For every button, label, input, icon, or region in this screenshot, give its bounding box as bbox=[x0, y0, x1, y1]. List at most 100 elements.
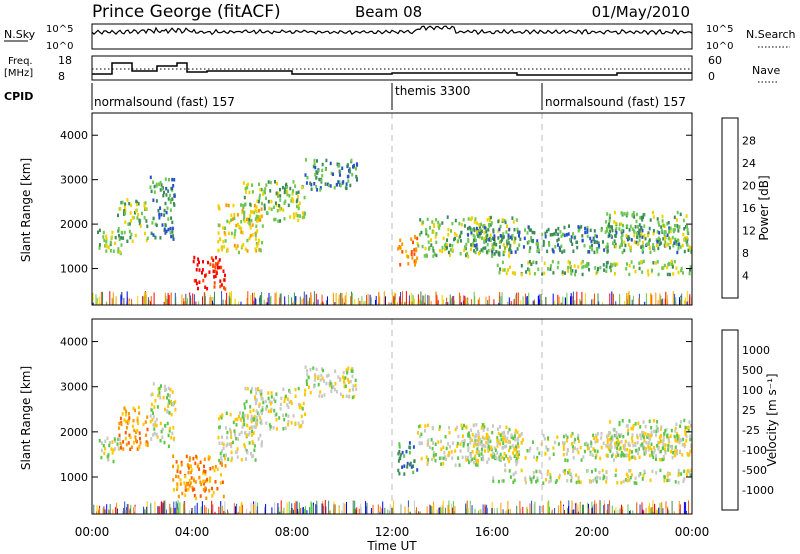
data-cell bbox=[577, 450, 580, 455]
data-cell bbox=[510, 433, 513, 437]
data-cell bbox=[514, 448, 517, 452]
data-cell bbox=[109, 240, 112, 245]
nave-label: Nave bbox=[752, 64, 780, 77]
data-cell bbox=[553, 232, 556, 236]
data-cell bbox=[683, 442, 686, 447]
ground-scatter-cell bbox=[528, 292, 530, 305]
data-cell bbox=[652, 231, 655, 236]
data-cell bbox=[502, 268, 505, 272]
ground-scatter-cell bbox=[321, 503, 323, 514]
data-cell bbox=[470, 247, 472, 251]
ground-scatter-cell bbox=[419, 299, 421, 305]
data-cell bbox=[593, 250, 596, 255]
data-cell bbox=[124, 430, 127, 435]
data-cell bbox=[645, 441, 648, 445]
ground-scatter-cell bbox=[409, 511, 411, 514]
data-cell bbox=[487, 457, 490, 461]
ground-scatter-cell bbox=[177, 503, 178, 514]
data-cell bbox=[611, 263, 614, 267]
ground-scatter-cell bbox=[224, 501, 226, 514]
data-cell bbox=[668, 262, 671, 266]
data-cell bbox=[218, 207, 221, 211]
data-cell bbox=[477, 252, 480, 256]
data-cell bbox=[256, 411, 259, 415]
data-cell bbox=[459, 239, 462, 243]
data-cell bbox=[399, 238, 402, 243]
data-cell bbox=[119, 441, 122, 446]
data-cell bbox=[275, 392, 278, 396]
data-cell bbox=[150, 189, 153, 194]
data-cell bbox=[145, 440, 148, 444]
data-cell bbox=[496, 442, 499, 446]
data-cell bbox=[460, 223, 463, 227]
data-cell bbox=[542, 243, 545, 247]
data-cell bbox=[499, 442, 502, 446]
ground-scatter-cell bbox=[638, 298, 640, 305]
data-cell bbox=[447, 227, 450, 232]
data-cell bbox=[160, 429, 163, 434]
data-cell bbox=[259, 391, 262, 396]
data-cell bbox=[173, 436, 175, 441]
data-cell bbox=[642, 420, 645, 424]
data-cell bbox=[498, 227, 501, 232]
data-cell bbox=[305, 379, 308, 383]
data-cell bbox=[644, 447, 647, 451]
data-cell bbox=[310, 187, 313, 191]
data-cell bbox=[291, 191, 294, 195]
data-cell bbox=[603, 248, 606, 252]
ground-scatter-cell bbox=[659, 502, 661, 514]
data-cell bbox=[243, 214, 246, 218]
data-cell bbox=[501, 235, 504, 240]
data-cell bbox=[329, 161, 332, 166]
ground-scatter-cell bbox=[96, 505, 98, 514]
data-cell bbox=[186, 488, 189, 492]
data-cell bbox=[591, 453, 594, 457]
ground-scatter-cell bbox=[102, 508, 104, 514]
data-cell bbox=[169, 230, 172, 235]
data-cell bbox=[189, 481, 192, 485]
data-cell bbox=[563, 233, 566, 238]
data-cell bbox=[618, 222, 621, 227]
ground-scatter-cell bbox=[538, 294, 540, 305]
data-cell bbox=[509, 235, 512, 240]
data-cell bbox=[611, 454, 613, 458]
data-cell bbox=[637, 421, 640, 425]
data-cell bbox=[526, 449, 529, 453]
data-cell bbox=[124, 419, 127, 424]
data-cell bbox=[683, 469, 686, 474]
ground-scatter-cell bbox=[450, 503, 452, 514]
data-cell bbox=[211, 486, 213, 491]
data-cell bbox=[623, 453, 625, 458]
data-cell bbox=[660, 427, 662, 431]
ground-scatter-cell bbox=[365, 501, 367, 514]
data-cell bbox=[536, 478, 539, 483]
ground-scatter-cell bbox=[294, 503, 296, 514]
colorbar-tick-label: 20 bbox=[742, 180, 756, 193]
data-cell bbox=[533, 455, 536, 459]
data-cell bbox=[150, 402, 153, 407]
data-cell bbox=[515, 218, 518, 222]
ground-scatter-cell bbox=[554, 508, 556, 514]
data-cell bbox=[232, 203, 235, 208]
data-cell bbox=[198, 268, 201, 272]
data-cell bbox=[587, 262, 590, 266]
data-cell bbox=[195, 281, 198, 286]
data-cell bbox=[499, 425, 502, 429]
data-cell bbox=[641, 249, 644, 253]
data-cell bbox=[674, 438, 677, 443]
data-cell bbox=[236, 417, 239, 422]
ground-scatter-cell bbox=[208, 508, 209, 514]
data-cell bbox=[259, 218, 262, 222]
data-cell bbox=[621, 228, 624, 233]
ground-scatter-cell bbox=[307, 301, 309, 305]
data-cell bbox=[502, 235, 505, 239]
data-cell bbox=[280, 396, 283, 400]
data-cell bbox=[260, 444, 263, 448]
data-cell bbox=[633, 481, 636, 485]
data-cell bbox=[259, 187, 262, 192]
data-cell bbox=[193, 493, 196, 498]
data-cell bbox=[105, 240, 108, 244]
data-cell bbox=[655, 471, 658, 475]
ground-scatter-cell bbox=[234, 299, 236, 305]
ground-scatter-cell bbox=[137, 296, 139, 305]
